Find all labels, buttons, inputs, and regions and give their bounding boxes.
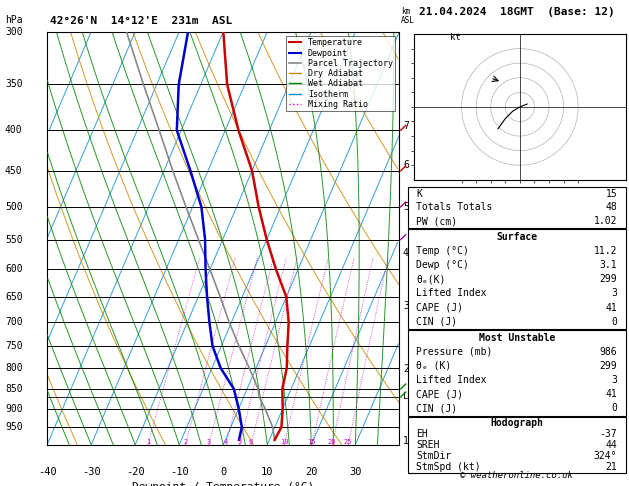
Text: Pressure (mb): Pressure (mb) [416,347,493,357]
Text: 3: 3 [207,439,211,445]
Text: 15: 15 [605,189,617,198]
Text: 15: 15 [308,439,316,445]
Text: θₑ(K): θₑ(K) [416,274,446,284]
Text: km
ASL: km ASL [401,7,415,25]
Text: 550: 550 [5,235,23,244]
Text: CIN (J): CIN (J) [416,403,457,414]
Text: 6: 6 [403,160,409,170]
Text: 44: 44 [605,440,617,450]
Text: 5: 5 [238,439,242,445]
Text: 350: 350 [5,80,23,89]
Text: Totals Totals: Totals Totals [416,202,493,212]
Legend: Temperature, Dewpoint, Parcel Trajectory, Dry Adiabat, Wet Adiabat, Isotherm, Mi: Temperature, Dewpoint, Parcel Trajectory… [286,36,395,111]
Text: 4: 4 [403,248,409,258]
Text: 300: 300 [5,27,23,36]
Text: 400: 400 [5,125,23,135]
Text: StmDir: StmDir [416,451,452,461]
Text: hPa: hPa [5,16,23,25]
Text: 5: 5 [403,202,409,212]
Text: 750: 750 [5,341,23,351]
Text: 1: 1 [403,435,409,446]
Text: 3.1: 3.1 [599,260,617,270]
Text: -10: -10 [170,468,189,477]
Text: 800: 800 [5,363,23,373]
Text: Dewpoint / Temperature (°C): Dewpoint / Temperature (°C) [132,482,314,486]
Text: 850: 850 [5,384,23,394]
Text: 11.2: 11.2 [594,246,617,256]
Text: 986: 986 [599,347,617,357]
Text: 20: 20 [328,439,337,445]
Text: 950: 950 [5,422,23,432]
Text: 41: 41 [605,303,617,312]
Text: PW (cm): PW (cm) [416,216,457,226]
Text: 21: 21 [605,462,617,472]
Text: 324°: 324° [594,451,617,461]
Text: Temp (°C): Temp (°C) [416,246,469,256]
Text: 7: 7 [403,121,409,131]
Text: StmSpd (kt): StmSpd (kt) [416,462,481,472]
Text: -20: -20 [126,468,145,477]
Text: SREH: SREH [416,440,440,450]
Text: 4: 4 [224,439,228,445]
Text: -30: -30 [82,468,101,477]
Text: 42°26'N  14°12'E  231m  ASL: 42°26'N 14°12'E 231m ASL [50,16,233,26]
Text: 48: 48 [605,202,617,212]
Text: 10: 10 [280,439,289,445]
Text: 500: 500 [5,202,23,212]
Text: 25: 25 [344,439,352,445]
Text: 0: 0 [611,317,617,327]
Text: 6: 6 [249,439,253,445]
Text: 2: 2 [184,439,187,445]
Text: CAPE (J): CAPE (J) [416,389,464,399]
Text: -37: -37 [599,429,617,439]
Text: CAPE (J): CAPE (J) [416,303,464,312]
Text: 0: 0 [611,403,617,414]
Text: 299: 299 [599,274,617,284]
Text: 3: 3 [611,375,617,385]
Text: Surface: Surface [496,231,537,242]
Text: 450: 450 [5,166,23,176]
Text: © weatheronline.co.uk: © weatheronline.co.uk [460,471,573,480]
Text: 2: 2 [403,364,409,374]
Text: Dewp (°C): Dewp (°C) [416,260,469,270]
Text: kt: kt [450,33,460,42]
Text: θₑ (K): θₑ (K) [416,361,452,371]
Text: 3: 3 [611,288,617,298]
Text: K: K [416,189,422,198]
Text: 41: 41 [605,389,617,399]
Text: 700: 700 [5,317,23,327]
Text: 3: 3 [403,301,409,311]
Text: 900: 900 [5,403,23,414]
Text: 21.04.2024  18GMT  (Base: 12): 21.04.2024 18GMT (Base: 12) [419,7,615,17]
Text: Mixing Ratio (g/kg): Mixing Ratio (g/kg) [416,195,425,297]
Text: Lifted Index: Lifted Index [416,288,487,298]
Text: 600: 600 [5,264,23,275]
Text: Hodograph: Hodograph [490,417,543,428]
Text: -40: -40 [38,468,57,477]
Text: 10: 10 [261,468,274,477]
Text: 650: 650 [5,292,23,302]
Text: LCL: LCL [403,392,419,401]
Text: 0: 0 [220,468,226,477]
Text: Most Unstable: Most Unstable [479,332,555,343]
Text: Lifted Index: Lifted Index [416,375,487,385]
Text: 20: 20 [305,468,318,477]
Text: 1.02: 1.02 [594,216,617,226]
Text: 30: 30 [349,468,362,477]
Text: 1: 1 [146,439,150,445]
Text: CIN (J): CIN (J) [416,317,457,327]
Text: EH: EH [416,429,428,439]
Text: 299: 299 [599,361,617,371]
